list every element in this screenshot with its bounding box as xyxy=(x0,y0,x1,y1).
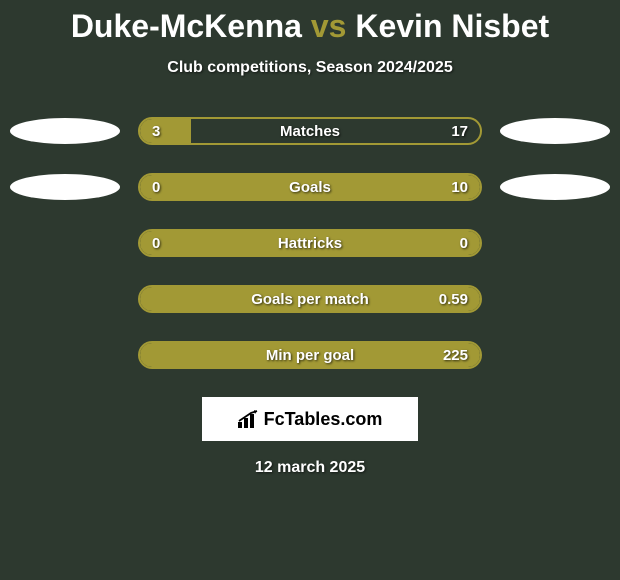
logo-text: FcTables.com xyxy=(264,409,383,430)
player1-marker xyxy=(10,118,120,144)
stat-label: Goals xyxy=(140,175,480,199)
stat-value-right: 17 xyxy=(451,119,468,143)
player2-marker xyxy=(500,174,610,200)
stat-bar: 3Matches17 xyxy=(138,117,482,145)
stat-row: 3Matches17 xyxy=(0,117,620,145)
stat-label: Min per goal xyxy=(140,343,480,367)
stat-row: 0Goals10 xyxy=(0,173,620,201)
player1-marker xyxy=(10,174,120,200)
stat-bar: 0Hattricks0 xyxy=(138,229,482,257)
stat-label: Goals per match xyxy=(140,287,480,311)
player2-marker xyxy=(500,118,610,144)
stat-value-right: 10 xyxy=(451,175,468,199)
vs-text: vs xyxy=(311,8,347,44)
comparison-title: Duke-McKenna vs Kevin Nisbet xyxy=(0,8,620,45)
stat-row: Goals per match0.59 xyxy=(0,285,620,313)
stat-bar: 0Goals10 xyxy=(138,173,482,201)
stat-value-right: 0.59 xyxy=(439,287,468,311)
stat-bar: Min per goal225 xyxy=(138,341,482,369)
player1-name: Duke-McKenna xyxy=(71,8,302,44)
date: 12 march 2025 xyxy=(0,459,620,477)
subtitle: Club competitions, Season 2024/2025 xyxy=(0,59,620,77)
stat-row: 0Hattricks0 xyxy=(0,229,620,257)
stat-label: Matches xyxy=(140,119,480,143)
stat-label: Hattricks xyxy=(140,231,480,255)
stat-value-right: 225 xyxy=(443,343,468,367)
logo-box[interactable]: FcTables.com xyxy=(202,397,418,441)
stat-row: Min per goal225 xyxy=(0,341,620,369)
stat-value-right: 0 xyxy=(460,231,468,255)
stat-bar: Goals per match0.59 xyxy=(138,285,482,313)
stat-rows: 3Matches170Goals100Hattricks0Goals per m… xyxy=(0,117,620,369)
chart-icon xyxy=(238,410,260,428)
player2-name: Kevin Nisbet xyxy=(355,8,549,44)
